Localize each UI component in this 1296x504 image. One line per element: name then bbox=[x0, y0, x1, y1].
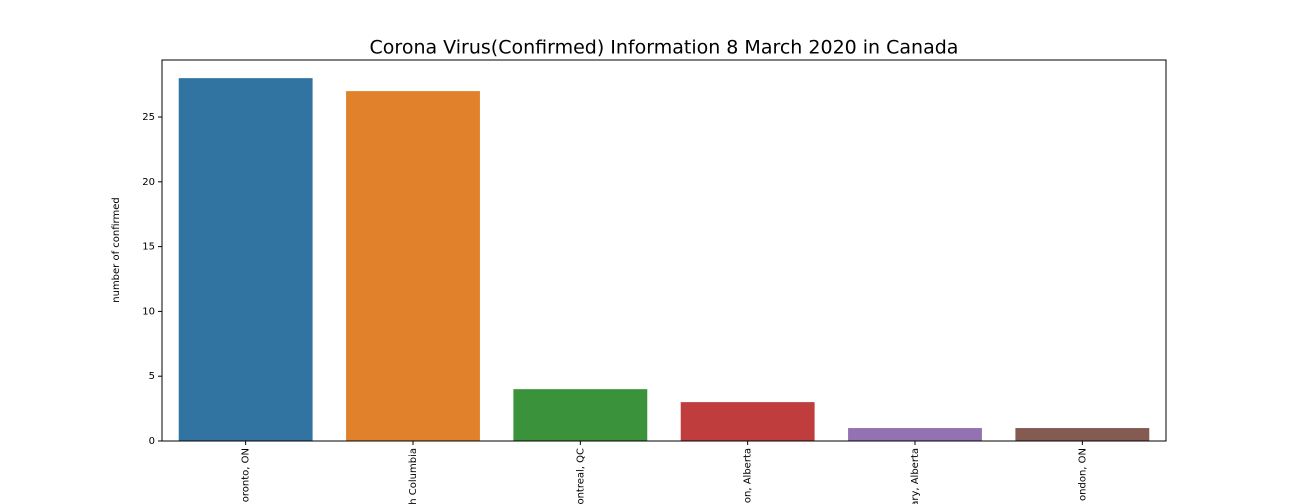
x-tick-label: h Columbia bbox=[408, 448, 419, 504]
bar bbox=[1015, 428, 1150, 441]
x-tick-label: ontreal, QC bbox=[575, 448, 586, 504]
bar bbox=[178, 78, 313, 442]
bar bbox=[346, 91, 480, 441]
y-tick-label: 20 bbox=[142, 177, 155, 188]
x-tick-label: ondon, ON bbox=[1077, 448, 1088, 501]
y-tick-label: 10 bbox=[142, 306, 155, 317]
y-tick-label: 5 bbox=[149, 371, 155, 382]
chart-title: Corona Virus(Confirmed) Information 8 Ma… bbox=[370, 37, 959, 59]
y-axis-label: number of confirmed bbox=[111, 197, 122, 302]
x-tick-label: ary, Alberta bbox=[910, 448, 921, 504]
y-tick-label: 0 bbox=[149, 436, 155, 447]
plot-frame bbox=[161, 59, 1167, 442]
bar bbox=[848, 428, 982, 441]
bar bbox=[513, 389, 648, 441]
x-tick-label: on, Alberta bbox=[743, 448, 754, 503]
bar bbox=[680, 402, 815, 441]
y-tick-label: 15 bbox=[142, 242, 155, 253]
y-tick-label: 25 bbox=[142, 112, 155, 123]
x-tick-label: oronto, ON bbox=[241, 448, 252, 502]
